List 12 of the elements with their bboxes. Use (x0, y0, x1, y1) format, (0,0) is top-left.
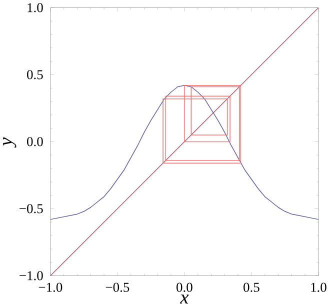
x-tick-label: 0.0 (176, 282, 192, 292)
x-tick-label: −0.5 (106, 282, 130, 292)
x-axis-title: x (180, 294, 189, 304)
x-tick-label: −1.0 (38, 282, 62, 292)
y-tick-label: 0.0 (27, 137, 43, 146)
y-axis-title: y (3, 138, 16, 148)
x-tick-label: 1.0 (311, 282, 326, 292)
y-tick-label: −0.5 (20, 204, 43, 214)
y-tick-label: 1.0 (28, 3, 43, 12)
y-tick-label: 0.5 (27, 70, 43, 80)
x-tick-label: 0.5 (244, 282, 260, 292)
y-tick-label: −1.0 (20, 271, 43, 280)
